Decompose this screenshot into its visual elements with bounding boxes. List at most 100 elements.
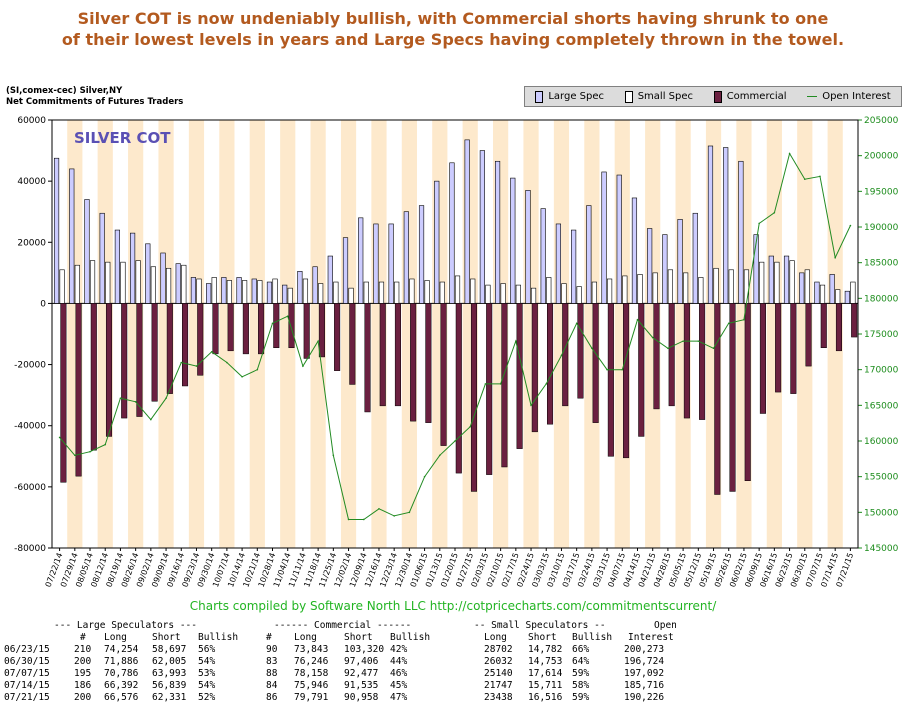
open-interest-point <box>499 383 502 385</box>
commercial-bar <box>562 303 569 407</box>
small-spec-bar <box>698 277 704 304</box>
table-cell: 196,724 <box>624 656 665 667</box>
table-cell: 17,614 <box>528 668 563 679</box>
commercial-bar <box>151 303 158 402</box>
table-cell: 76,246 <box>294 656 329 667</box>
large-spec-bar <box>327 255 333 304</box>
commercial-bar <box>805 303 812 367</box>
open-interest-point <box>393 515 395 517</box>
open-interest-point <box>256 368 259 371</box>
commercial-bar <box>683 303 690 419</box>
large-spec-bar <box>525 190 531 304</box>
table-cell: 14,782 <box>528 644 563 655</box>
table-cell: 56% <box>198 644 216 655</box>
small-spec-bar <box>181 264 187 304</box>
open-interest-point <box>803 178 806 181</box>
commercial-bar <box>486 303 493 475</box>
y-right-tick-label: 160000 <box>864 437 899 447</box>
commercial-bar <box>60 303 67 483</box>
large-spec-bar <box>388 223 394 304</box>
open-interest-point <box>819 175 821 178</box>
commercial-bar <box>121 303 128 419</box>
small-spec-bar <box>637 274 643 304</box>
commercial-bar <box>136 303 143 417</box>
y-left-tick-label: 60000 <box>17 116 46 126</box>
y-right-tick-label: 145000 <box>864 544 899 554</box>
large-spec-bar <box>206 283 212 304</box>
small-spec-bar <box>378 281 385 304</box>
legend-item-open-interest: Open Interest <box>807 91 891 102</box>
large-spec-bar <box>479 150 485 304</box>
large-spec-bar <box>145 243 151 304</box>
open-interest-point <box>636 318 639 321</box>
table-cell: 195 <box>74 668 92 679</box>
open-interest-point <box>697 340 700 342</box>
open-interest-point <box>788 152 791 155</box>
table-cell: 75,946 <box>294 680 329 691</box>
table-column-header: Interest <box>628 632 674 643</box>
commercial-bar <box>851 303 858 338</box>
open-interest-point <box>226 361 228 364</box>
commercial-bar <box>75 303 82 477</box>
chart-legend: Large Spec Small Spec Commercial Open In… <box>524 86 902 107</box>
table-cell: 59% <box>572 668 590 679</box>
small-spec-bar <box>226 280 232 304</box>
table-cell: 21747 <box>484 680 513 691</box>
large-spec-bar <box>723 147 729 304</box>
large-spec-bar <box>586 205 592 304</box>
small-spec-bar <box>257 280 263 304</box>
table-cell: 91,535 <box>344 680 379 691</box>
table-cell: 62,005 <box>152 656 187 667</box>
large-spec-bar <box>251 278 257 304</box>
table-cell: 70,786 <box>104 668 139 679</box>
commercial-bar <box>820 303 827 349</box>
small-spec-bar <box>333 281 339 304</box>
table-cell: 79,791 <box>294 692 329 703</box>
table-cell: 58,697 <box>152 644 187 655</box>
legend-label: Open Interest <box>822 91 891 102</box>
table-cell: 84 <box>266 680 278 691</box>
table-column-header: Long <box>484 632 507 643</box>
large-spec-bar <box>631 197 638 304</box>
table-cell: 186 <box>74 680 92 691</box>
y-left-tick-label: -60000 <box>14 483 46 493</box>
table-cell: 92,477 <box>344 668 379 679</box>
commercial-bar <box>744 303 751 481</box>
table-cell: 200 <box>74 656 92 667</box>
legend-item-large-spec: Large Spec <box>535 90 604 103</box>
commercial-bar <box>501 303 508 468</box>
small-spec-bar <box>530 287 537 304</box>
y-right-tick-label: 170000 <box>864 366 899 376</box>
table-column-header: # <box>80 632 86 643</box>
open-interest-point <box>408 511 411 514</box>
week-band <box>219 120 235 548</box>
table-cell: 210 <box>74 644 92 655</box>
commercial-bar <box>410 303 417 422</box>
small-spec-bar <box>819 284 826 304</box>
large-spec-bar <box>266 281 273 304</box>
large-spec-bar <box>707 145 714 304</box>
large-spec-bar <box>677 219 683 304</box>
table-cell: 200 <box>74 692 92 703</box>
table-cell: 06/30/15 <box>4 656 50 667</box>
open-interest-point <box>271 322 274 325</box>
small-spec-bar <box>363 281 369 304</box>
commercial-bar <box>455 303 462 474</box>
open-interest-point <box>591 347 593 350</box>
small-spec-bar <box>120 261 126 304</box>
commercial-bar <box>105 303 113 437</box>
small-spec-bar <box>652 272 658 304</box>
large-spec-bar <box>783 255 790 304</box>
headline-line-1: Silver COT is now undeniably bullish, wi… <box>77 9 829 28</box>
small-spec-bar <box>105 261 111 304</box>
open-interest-point <box>332 454 335 457</box>
large-spec-bar <box>555 223 561 304</box>
header-small-speculators: -- Small Speculators -- <box>474 620 606 631</box>
table-cell: 16,516 <box>528 692 563 703</box>
table-cell: 97,406 <box>344 656 379 667</box>
table-cell: 190,226 <box>624 692 665 703</box>
open-interest-point <box>89 450 91 453</box>
commercial-bar <box>653 303 660 410</box>
y-right-tick-label: 165000 <box>864 401 899 411</box>
y-right-tick-label: 200000 <box>864 152 899 162</box>
